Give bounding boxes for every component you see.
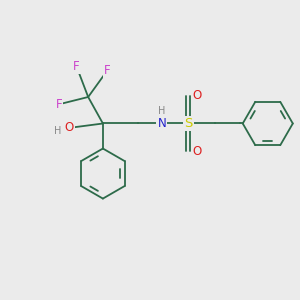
Text: O: O — [192, 145, 201, 158]
Text: H: H — [54, 126, 61, 136]
Text: F: F — [104, 64, 111, 77]
Text: H: H — [158, 106, 166, 116]
Text: O: O — [192, 89, 201, 102]
Text: S: S — [184, 117, 193, 130]
Text: F: F — [56, 98, 62, 111]
Text: O: O — [64, 122, 74, 134]
Text: F: F — [73, 60, 80, 73]
Text: N: N — [158, 117, 166, 130]
